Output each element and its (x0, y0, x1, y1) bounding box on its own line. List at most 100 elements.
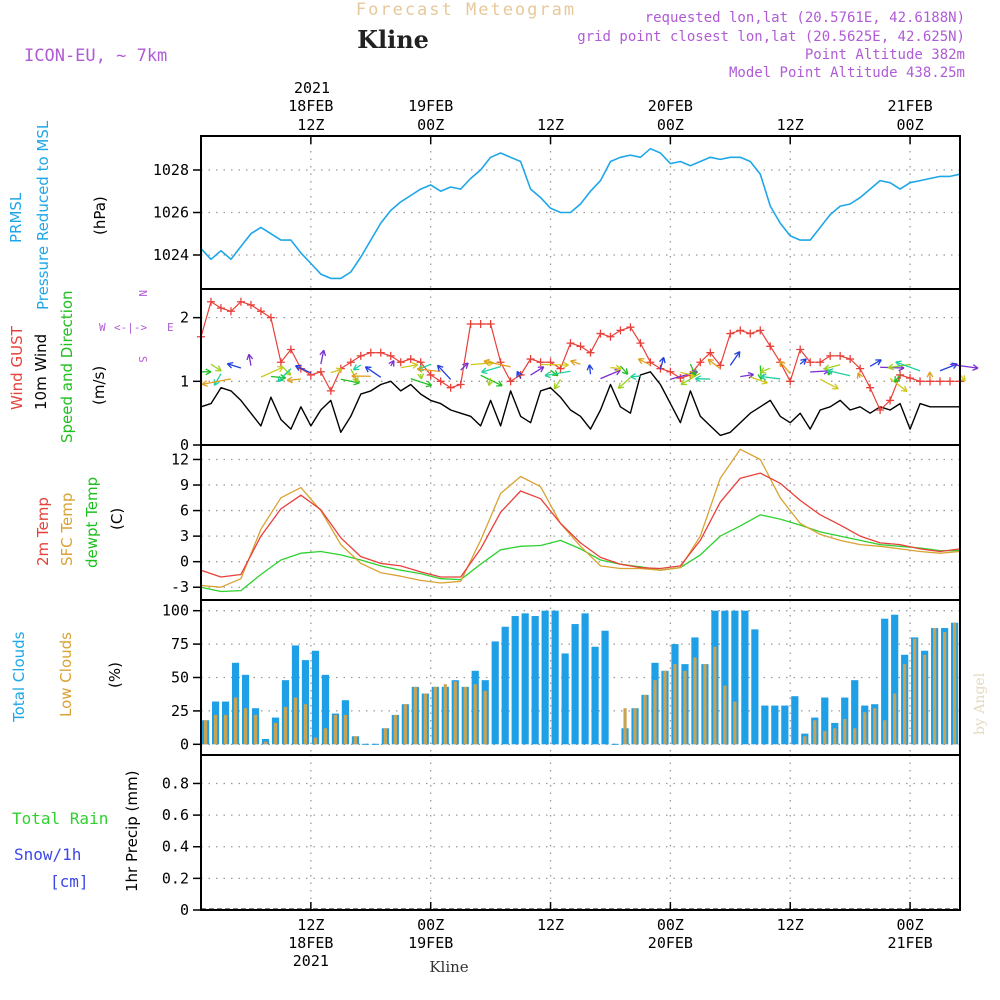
low-clouds-bar (323, 728, 328, 745)
bottom-time-label: 18FEB (288, 934, 333, 952)
total-clouds-bar (731, 610, 739, 745)
precip-tick-label: 0.2 (162, 869, 189, 887)
total-clouds-bar (581, 613, 589, 745)
wind-direction-arrowhead (481, 367, 488, 375)
wind-gust-point (946, 377, 955, 386)
wind-direction-arrow (353, 364, 362, 371)
low-clouds-bar (273, 722, 278, 745)
wind-direction-arrowhead (436, 364, 444, 372)
wind-direction-arrow (227, 363, 242, 369)
wind-gust-point (566, 339, 575, 348)
wind-gust-point (886, 396, 895, 405)
wind-gust-point (586, 348, 595, 357)
wind-direction-arrow (619, 365, 629, 375)
wind-gust-point (826, 351, 835, 360)
precip-frame (200, 754, 961, 911)
wind-gust-point (416, 358, 425, 367)
wind-direction-arrowhead (226, 361, 234, 369)
total-clouds-bar (721, 610, 729, 745)
total-clouds-bar (371, 743, 379, 745)
wind-direction-arrowhead (621, 368, 629, 375)
wind-direction-arrow (610, 366, 622, 370)
clouds-tick-label: 100 (162, 602, 189, 620)
wind-gust-point (426, 370, 435, 379)
wind-direction-arrowhead (294, 364, 302, 371)
temp-dewpt-label: dewpt Temp (83, 477, 101, 568)
wind-tick-label: 0 (180, 436, 189, 454)
top-time-label: 20FEB (648, 97, 693, 115)
wind-direction-arrowhead (417, 373, 425, 380)
temp-tick-label: 0 (180, 553, 189, 571)
wind-direction-arrowhead (483, 358, 490, 366)
low-clouds-bar (953, 622, 957, 745)
top-time-label: 00Z (657, 116, 684, 134)
wind-direction-arrowhead (351, 372, 358, 380)
wind-direction-arrow (630, 375, 641, 378)
wind-gust-label: Wind GUST (8, 325, 26, 410)
grid-coords: grid point closest lon,lat (20.5625E, 42… (577, 29, 965, 45)
temp-2m-label: 2m Temp (34, 497, 52, 566)
wind-direction-arrowhead (205, 368, 212, 376)
wind-direction-arrow (213, 373, 222, 386)
wind-gust-point (286, 345, 295, 354)
top-time-label: 12Z (777, 116, 804, 134)
wind-gust-point (276, 358, 285, 367)
wind-gust-point (396, 358, 405, 367)
wind-gust-point (356, 351, 365, 360)
bottom-time-label: 12Z (537, 916, 564, 934)
bottom-time-label: 00Z (897, 916, 924, 934)
wind-direction-arrow (810, 370, 830, 373)
wind-direction-arrow (588, 364, 592, 375)
snow-label: Snow/1h (14, 845, 81, 864)
bottom-time-label: 21FEB (887, 934, 932, 952)
prmsl-label: PRMSL (7, 192, 25, 243)
wind-direction-arrowhead (875, 359, 882, 366)
wind-direction-arrowhead (553, 382, 560, 390)
total-clouds-bar (531, 616, 539, 745)
low-clouds-bar (293, 697, 298, 745)
low-clouds-bar (263, 741, 268, 745)
wind-gust-point (596, 329, 605, 338)
total-clouds-bar (301, 660, 310, 745)
wind-gust-point (616, 326, 625, 335)
wind-direction-arrow (617, 376, 631, 389)
chart-title: Forecast Meteogram (356, 0, 576, 20)
compass-s: S (136, 356, 149, 363)
low-clouds-bar (683, 670, 687, 745)
low-clouds-bar (333, 714, 338, 745)
wind-direction-arrow (894, 374, 901, 383)
total-clouds-bar (821, 697, 829, 745)
wind-gust-point (876, 405, 885, 414)
wind-direction-arrowhead (246, 353, 254, 361)
wind-gust-point (856, 364, 865, 373)
low-clouds-bar (283, 706, 288, 745)
wind-gust-point (456, 380, 465, 389)
bottom-time-label: 00Z (657, 916, 684, 934)
wind-gust-point (486, 320, 495, 329)
wind-direction-arrowhead (516, 370, 523, 378)
low-clouds-label: Low Clouds (57, 632, 75, 717)
bottom-time-label: 20FEB (648, 934, 693, 952)
temp-sfc-label: SFC Temp (58, 493, 76, 566)
wind-gust-point (636, 339, 645, 348)
temp-plot (200, 448, 961, 593)
low-clouds-bar (833, 728, 837, 745)
low-clouds-bar (383, 728, 387, 745)
low-clouds-bar (223, 714, 228, 745)
wind-plot (197, 297, 979, 437)
precip-unit: 1hr Precip (mm) (123, 771, 141, 892)
low-clouds-bar (303, 704, 308, 745)
low-clouds-bar (943, 632, 947, 745)
wind-gust-point (216, 304, 225, 313)
pressure-unit: (hPa) (91, 196, 109, 235)
wind-gust-point (256, 307, 265, 316)
wind-direction-arrowhead (352, 364, 360, 371)
wind-direction-arrow (400, 364, 418, 369)
wind-gust-point (346, 358, 355, 367)
total-clouds-bar (501, 626, 509, 745)
wind-gust-point (746, 329, 755, 338)
wind-direction-arrow (210, 363, 222, 372)
wind-gust-point (916, 377, 925, 386)
temp-tick-label: 6 (180, 502, 189, 520)
